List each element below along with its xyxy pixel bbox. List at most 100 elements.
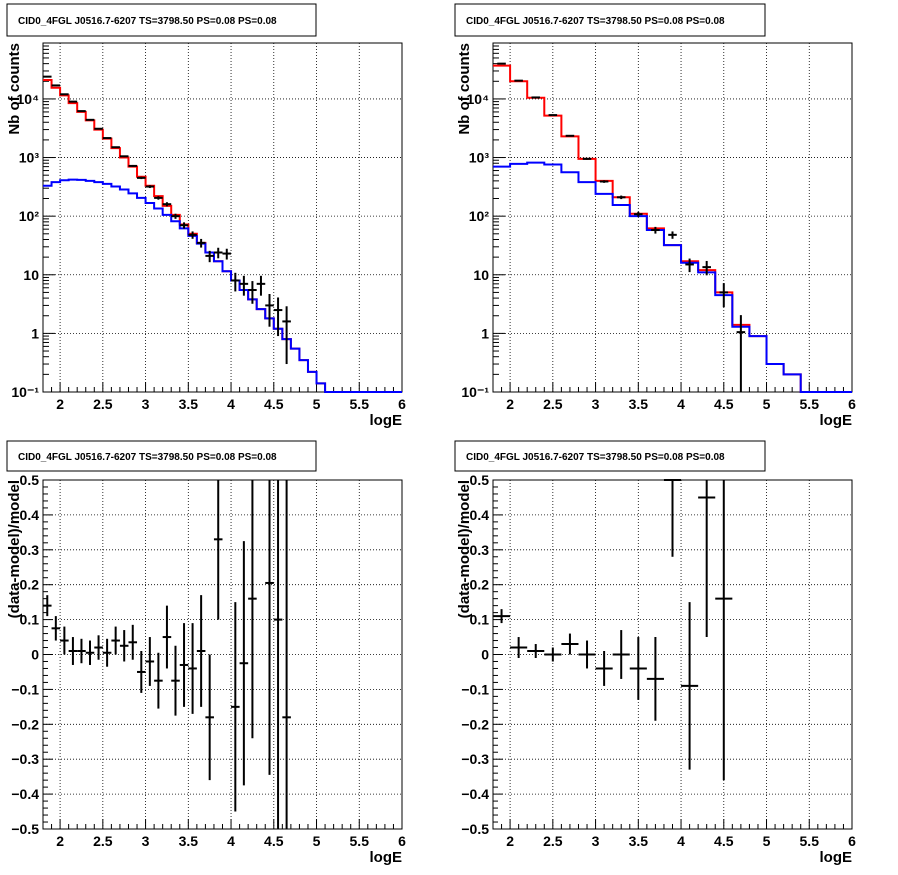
grid-lines (493, 43, 852, 392)
data-point (154, 652, 163, 709)
data-point (111, 626, 120, 655)
data-point (282, 480, 291, 829)
y-axis-label: (data-model)/model (456, 480, 473, 618)
data-point (663, 479, 682, 557)
y-axis-label: (data-model)/model (6, 480, 23, 618)
data-points (43, 75, 291, 365)
data-point (94, 635, 103, 660)
x-axis-label: logE (820, 849, 853, 866)
data-point (715, 480, 733, 781)
y-tick-label: 10³ (19, 150, 40, 166)
x-tick-label: 2 (56, 833, 64, 849)
data-points (43, 480, 291, 829)
y-tick-label: −0.5 (11, 821, 39, 837)
data-point (646, 637, 664, 721)
y-axis-label: Nb of counts (6, 43, 23, 135)
x-tick-label: 5.5 (800, 833, 820, 849)
data-point (256, 275, 266, 296)
y-tick-label: −0.3 (11, 751, 39, 767)
y-tick-label: 10⁻¹ (11, 384, 39, 400)
data-point (196, 595, 206, 707)
data-point (137, 651, 146, 693)
data-points (497, 62, 746, 392)
plot-frame (492, 42, 853, 393)
data-point (162, 605, 172, 669)
x-tick-label: 4.5 (264, 833, 284, 849)
x-tick-label: 6 (398, 833, 406, 849)
x-tick-label: 4.5 (264, 396, 284, 412)
x-tick-label: 2.5 (543, 833, 563, 849)
chart-panel-1: CID0_4FGL J0516.7-6207 TS=3798.50 PS=0.0… (6, 3, 406, 429)
x-axis-ticks (42, 382, 403, 392)
chart-title: CID0_4FGL J0516.7-6207 TS=3798.50 PS=0.0… (466, 452, 725, 463)
x-tick-label: 5 (763, 396, 771, 412)
y-axis-ticks (43, 479, 53, 830)
data-point (51, 616, 61, 641)
y-tick-label: 10² (469, 208, 490, 224)
y-axis-ticks (493, 42, 505, 393)
data-point (205, 654, 214, 781)
data-point (248, 281, 257, 304)
x-tick-label: 5.5 (350, 396, 370, 412)
x-axis-label: logE (820, 412, 853, 429)
data-point (599, 180, 609, 183)
data-point (548, 114, 558, 117)
y-tick-label: 0.4 (20, 507, 40, 523)
data-point (162, 202, 172, 207)
data-point (651, 226, 660, 234)
x-tick-label: 6 (848, 396, 856, 412)
data-point (616, 195, 626, 200)
y-tick-label: −0.1 (11, 681, 39, 697)
data-point (222, 248, 232, 260)
data-point (544, 647, 562, 662)
y-tick-label: 10² (19, 208, 40, 224)
y-tick-label: 10 (473, 267, 489, 283)
data-point (119, 155, 129, 158)
y-tick-label: −0.2 (11, 716, 39, 732)
x-tick-label: 2 (56, 396, 64, 412)
data-point (248, 480, 257, 739)
x-tick-label: 6 (398, 396, 406, 412)
series-line-blue (493, 161, 852, 393)
data-point (273, 297, 283, 337)
data-point (128, 624, 138, 660)
data-point (273, 480, 283, 829)
data-point (582, 157, 592, 160)
data-point (698, 480, 716, 638)
data-point (668, 231, 677, 239)
y-tick-label: 0 (31, 647, 39, 663)
data-point (102, 137, 112, 140)
data-point (510, 637, 528, 658)
data-point (612, 630, 630, 679)
x-axis-ticks (42, 819, 403, 829)
grid-lines (43, 43, 402, 392)
x-tick-label: 2.5 (93, 396, 113, 412)
x-tick-label: 2 (506, 833, 514, 849)
data-point (68, 637, 78, 665)
y-axis-ticks (43, 42, 55, 393)
y-tick-label: −0.5 (461, 821, 489, 837)
series-line-red (43, 79, 402, 393)
data-point (68, 100, 78, 103)
x-tick-label: 6 (848, 833, 856, 849)
x-tick-label: 4 (227, 833, 235, 849)
x-tick-label: 4.5 (714, 833, 734, 849)
data-point (239, 541, 249, 786)
chart-title-box (6, 3, 317, 37)
y-tick-label: 10⁴ (17, 91, 40, 107)
data-point (736, 315, 746, 392)
data-point (111, 146, 120, 149)
data-point (196, 238, 206, 248)
y-tick-label: 1 (481, 325, 489, 341)
data-point (493, 609, 511, 624)
data-point (171, 645, 180, 716)
y-tick-label: 0.5 (20, 472, 40, 488)
data-point (128, 164, 138, 167)
y-tick-label: 0.3 (20, 542, 40, 558)
plot-frame (42, 42, 403, 393)
data-point (188, 623, 197, 714)
data-point (578, 640, 596, 669)
y-tick-label: 1 (31, 325, 39, 341)
chart-title-box (454, 440, 766, 472)
